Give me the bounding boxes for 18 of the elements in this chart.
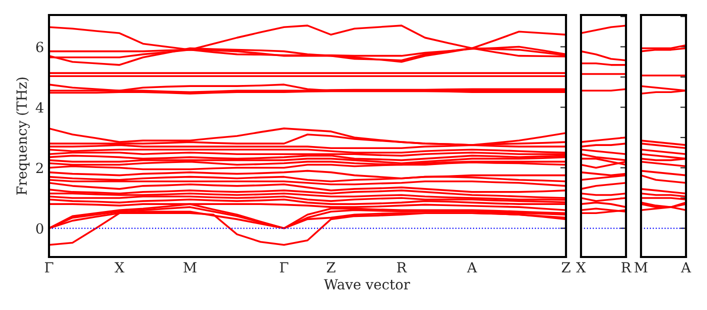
x-axis-title: Wave vector bbox=[324, 279, 410, 290]
x-tick-label: A bbox=[466, 262, 478, 272]
y-tick-label: 4 bbox=[36, 102, 44, 113]
x-tick-label: M bbox=[184, 262, 196, 272]
y-axis-title: Frequency (THz) bbox=[16, 78, 30, 195]
x-tick-label: M bbox=[634, 262, 648, 272]
x-tick-label: Z bbox=[562, 262, 570, 272]
x-tick-label: X bbox=[114, 262, 124, 272]
y-tick-label: 2 bbox=[36, 162, 43, 174]
x-tick-label: R bbox=[622, 262, 632, 272]
y-tick-label: 0 bbox=[36, 223, 44, 234]
x-tick-label: Z bbox=[326, 262, 336, 272]
y-tick-label: 6 bbox=[36, 42, 44, 52]
x-tick-label: Γ bbox=[280, 262, 288, 272]
x-tick-label: X bbox=[576, 262, 586, 272]
x-tick-label: Γ bbox=[44, 262, 54, 272]
x-tick-label: R bbox=[397, 262, 408, 272]
x-tick-label: A bbox=[680, 262, 692, 272]
